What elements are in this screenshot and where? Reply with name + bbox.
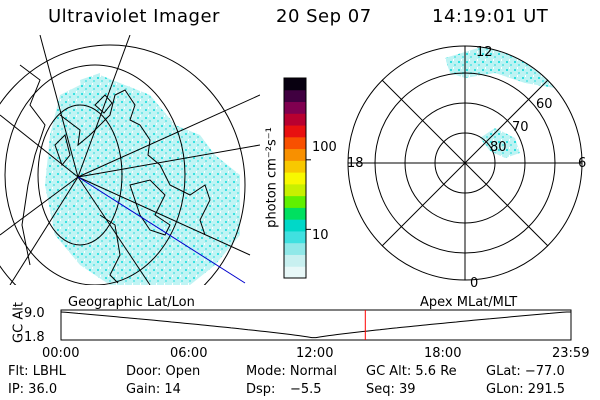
timeline-plot xyxy=(60,309,572,341)
status-dsp-label: Dsp: xyxy=(246,382,276,397)
lat-label-60: 60 xyxy=(536,97,553,112)
colorbar-band xyxy=(284,125,306,138)
colorbar-band xyxy=(284,207,306,220)
coastline xyxy=(129,179,171,236)
timeline-x-tick: 06:00 xyxy=(170,346,208,361)
colorbar-band xyxy=(284,148,306,161)
colorbar-band xyxy=(284,242,306,255)
colorbar-band xyxy=(284,172,306,185)
colorbar xyxy=(283,77,311,279)
status-dsp-value: −5.5 xyxy=(290,382,322,397)
mlt-label-top: 12 xyxy=(476,45,493,60)
status-gc-alt: GC Alt: 5.6 Re xyxy=(366,364,457,379)
colorbar-band xyxy=(284,101,306,114)
timeline-y-tick: 1.8 xyxy=(24,330,45,345)
mlt-label-right: 6 xyxy=(578,156,587,171)
colorbar-unit-label: photon cm⁻²s⁻¹ xyxy=(264,127,280,228)
lat-label-70: 70 xyxy=(512,120,529,135)
timeline-right-title: Apex MLat/MLT xyxy=(420,295,518,310)
colorbar-band xyxy=(284,78,306,91)
coastline xyxy=(19,64,46,266)
aurora-emission-polar xyxy=(480,128,520,158)
colorbar-band xyxy=(284,195,306,208)
aurora-emission-map xyxy=(45,75,240,285)
time-label: 14:19:01 UT xyxy=(432,6,549,27)
coastline xyxy=(59,89,211,236)
date-label: 20 Sep 07 xyxy=(276,6,372,27)
colorbar-band xyxy=(284,230,306,244)
instrument-title: Ultraviolet Imager xyxy=(48,6,220,27)
status-flt: Flt: LBHL xyxy=(8,364,66,379)
timeline-left-title: Geographic Lat/Lon xyxy=(68,295,195,310)
lat-label-80: 80 xyxy=(490,140,507,155)
map-lat-circle xyxy=(37,104,123,246)
status-glon: GLon: 291.5 xyxy=(486,382,566,397)
status-ip: IP: 36.0 xyxy=(8,382,58,397)
coastline xyxy=(99,214,121,284)
colorbar-band xyxy=(284,89,306,103)
satellite-track xyxy=(77,176,246,284)
colorbar-band xyxy=(284,266,306,279)
colorbar-tick-label: 10 xyxy=(312,228,329,243)
colorbar-band xyxy=(284,113,306,126)
status-glat: GLat: −77.0 xyxy=(486,364,565,379)
timeline-y-tick: 9.0 xyxy=(24,306,45,321)
altitude-curve xyxy=(60,311,571,339)
colorbar-band xyxy=(284,183,306,197)
timeline-x-tick: 18:00 xyxy=(424,346,462,361)
mlt-label-left: 18 xyxy=(347,156,364,171)
status-mode: Mode: Normal xyxy=(246,364,337,379)
coastline xyxy=(54,134,71,167)
status-gain: Gain: 14 xyxy=(126,382,181,397)
colorbar-band xyxy=(284,136,306,150)
coastline xyxy=(94,94,113,114)
timeline-x-tick: 00:00 xyxy=(42,346,80,361)
colorbar-band xyxy=(284,254,306,267)
colorbar-tick-label: 100 xyxy=(312,140,337,155)
map-lat-circle xyxy=(0,44,246,285)
timeline-x-tick: 12:00 xyxy=(296,346,334,361)
polar-mlt-plot xyxy=(347,45,583,281)
colorbar-band xyxy=(284,160,306,173)
status-seq: Seq: 39 xyxy=(366,382,416,397)
timeline-x-tick: 23:59 xyxy=(552,346,590,361)
map-lat-circle xyxy=(4,64,186,285)
geographic-map xyxy=(0,35,260,285)
status-door: Door: Open xyxy=(126,364,201,379)
colorbar-band xyxy=(284,219,306,232)
mlt-label-bottom: 0 xyxy=(470,276,479,291)
